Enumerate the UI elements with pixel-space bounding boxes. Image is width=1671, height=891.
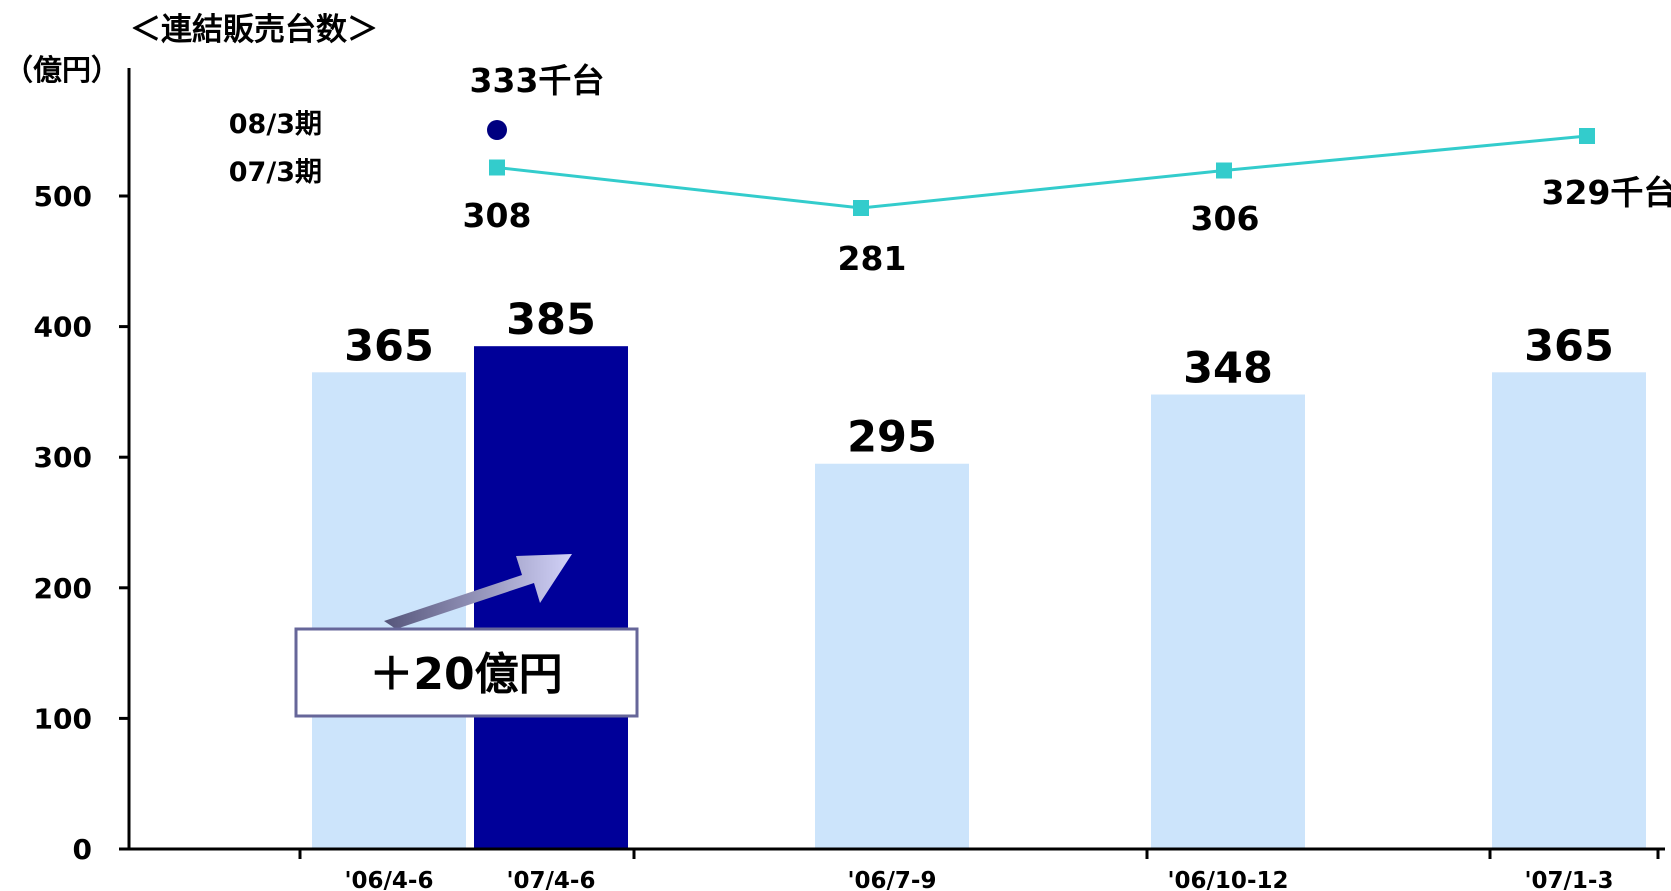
y-tick-label: 0 bbox=[73, 833, 92, 866]
x-tick-label: '06/10-12 bbox=[1167, 868, 1288, 891]
delta-text: ＋20億円 bbox=[369, 649, 562, 700]
bar-3 bbox=[1151, 394, 1305, 849]
bar-value-label: 385 bbox=[506, 295, 596, 345]
delta-box bbox=[294, 627, 639, 718]
bar-value-label: 365 bbox=[1524, 321, 1614, 371]
units-label: 308 bbox=[463, 196, 532, 235]
x-tick-label: '07/4-6 bbox=[506, 868, 595, 891]
x-tick-label: '06/4-6 bbox=[344, 868, 433, 891]
x-ticks: '06/4-6 '07/4-6 '06/7-9 '06/10-12 '07/1-3 bbox=[298, 849, 1660, 891]
y-axis-label: （億円） bbox=[4, 53, 120, 87]
units-label: 306 bbox=[1191, 199, 1260, 238]
y-tick-label: 300 bbox=[34, 441, 92, 474]
bar-value-labels: 365 295 348 365 385 bbox=[344, 295, 1614, 463]
legend-label-08: 08/3期 bbox=[229, 109, 322, 140]
y-tick-label: 500 bbox=[34, 180, 92, 213]
growth-arrow bbox=[384, 554, 572, 629]
units-label-08: 333千台 bbox=[470, 61, 605, 100]
legend-label-07: 07/3期 bbox=[229, 157, 322, 188]
units-label: 329千台 bbox=[1542, 173, 1671, 212]
y-ticks: 0 100 200 300 400 500 bbox=[34, 180, 129, 866]
y-tick-label: 100 bbox=[34, 702, 92, 735]
units-marker bbox=[1579, 128, 1595, 144]
bar-value-label: 348 bbox=[1183, 344, 1273, 394]
delta-callout: ＋20億円 bbox=[294, 627, 639, 718]
units-marker bbox=[489, 159, 505, 176]
bar-2 bbox=[815, 463, 969, 849]
y-tick-label: 200 bbox=[34, 572, 92, 605]
bar-series bbox=[312, 346, 1646, 849]
bar-4 bbox=[1492, 372, 1646, 849]
bar-1 bbox=[474, 346, 628, 849]
units-label: 281 bbox=[838, 239, 907, 278]
units-marker bbox=[1216, 162, 1232, 179]
units-line bbox=[496, 134, 1588, 210]
units-marker bbox=[853, 200, 869, 216]
y-tick-label: 400 bbox=[34, 311, 92, 344]
bar-value-label: 365 bbox=[344, 321, 434, 371]
units-point-08 bbox=[487, 120, 507, 140]
x-tick-label: '07/1-3 bbox=[1524, 868, 1613, 891]
chart-title: ＜連結販売台数＞ bbox=[130, 12, 378, 48]
units-line-series: 308 281 306 329千台 333千台 bbox=[463, 61, 1671, 278]
x-tick-label: '06/7-9 bbox=[847, 868, 936, 891]
bar-value-label: 295 bbox=[847, 413, 937, 463]
